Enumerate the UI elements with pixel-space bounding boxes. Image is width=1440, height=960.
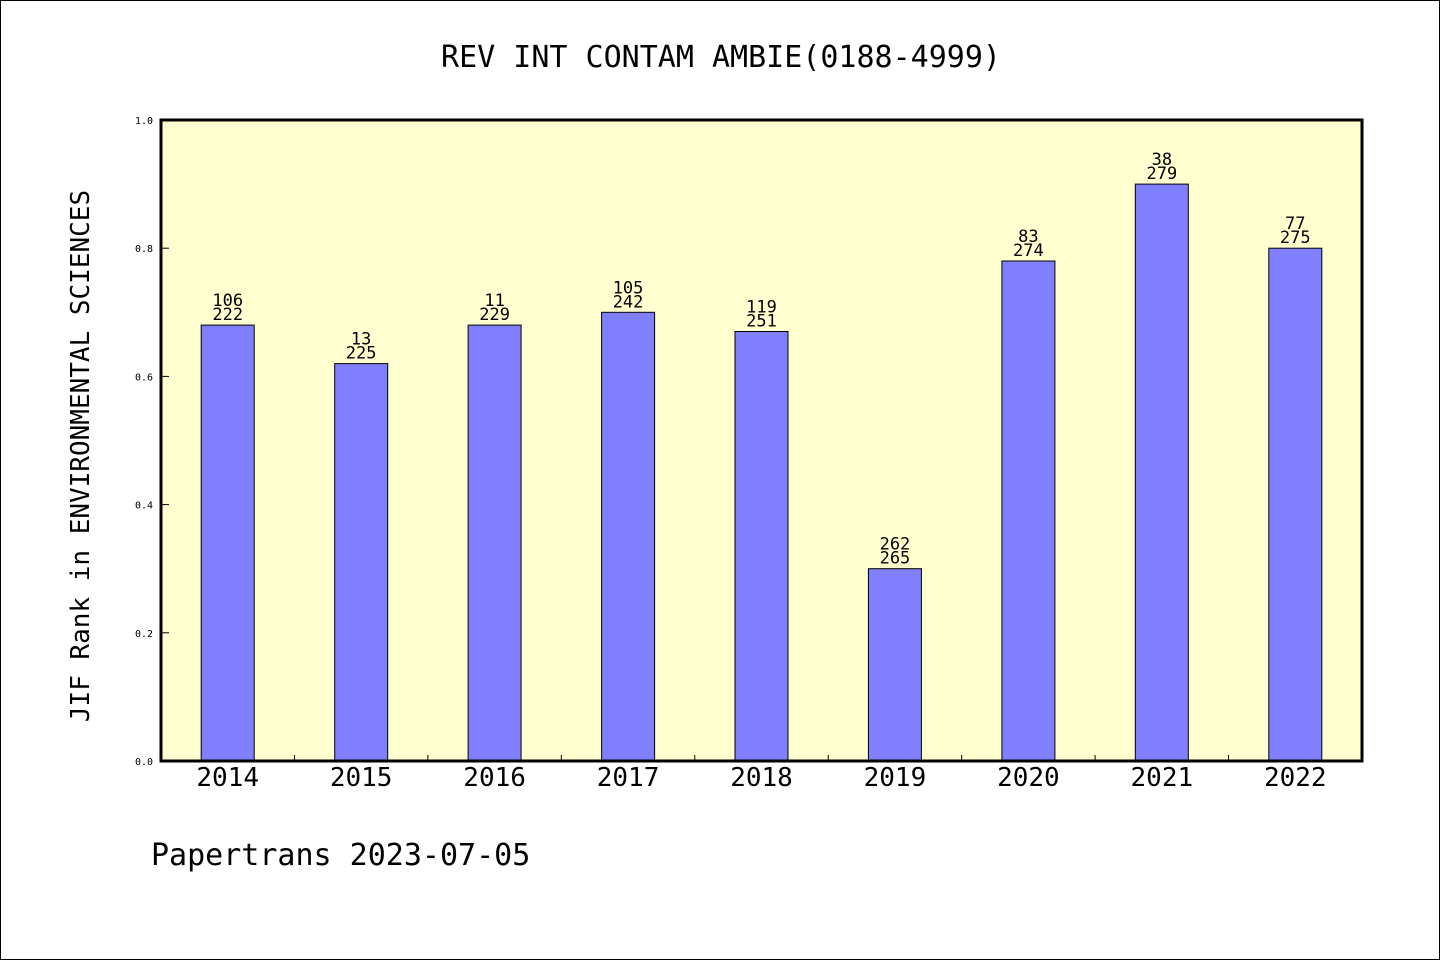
data-label-total-2021: 279 bbox=[1146, 164, 1177, 184]
data-label-rank-2014: 106 bbox=[212, 291, 243, 311]
y-tick-label: 0.0 bbox=[135, 757, 153, 768]
x-tick-label-2018: 2018 bbox=[730, 763, 793, 793]
bars-group bbox=[200, 183, 1323, 762]
data-label-rank-2022: 77 bbox=[1285, 214, 1305, 234]
data-label-total-2018: 251 bbox=[746, 312, 777, 332]
data-label-rank-2016: 11 bbox=[484, 291, 504, 311]
bar-2019 bbox=[867, 568, 922, 762]
bar-2015 bbox=[334, 363, 389, 762]
bar-2018 bbox=[734, 331, 789, 762]
x-tick-label-2021: 2021 bbox=[1131, 763, 1194, 793]
x-tick-label-2020: 2020 bbox=[997, 763, 1060, 793]
data-label-rank-2017: 105 bbox=[613, 278, 644, 298]
data-label-total-2014: 222 bbox=[212, 305, 243, 325]
y-tick-label: 0.2 bbox=[135, 629, 153, 640]
data-label-rank-2020: 83 bbox=[1018, 227, 1038, 247]
data-label-total-2015: 225 bbox=[346, 344, 377, 364]
data-label-rank-2021: 38 bbox=[1152, 150, 1172, 170]
x-tick-label-2016: 2016 bbox=[463, 763, 526, 793]
bar-2021 bbox=[1134, 183, 1189, 762]
bar-2020 bbox=[1001, 260, 1056, 762]
bar-2016 bbox=[467, 324, 522, 762]
data-label-total-2017: 242 bbox=[613, 292, 644, 312]
data-label-rank-2019: 262 bbox=[880, 535, 911, 555]
data-label-total-2019: 265 bbox=[880, 549, 911, 569]
y-tick-label: 0.8 bbox=[135, 244, 153, 255]
y-tick-label: 0.6 bbox=[135, 372, 153, 383]
bar-2022 bbox=[1268, 247, 1323, 762]
data-label-rank-2015: 13 bbox=[351, 330, 371, 350]
footer-credit: Papertrans 2023-07-05 bbox=[151, 838, 530, 873]
plot-border bbox=[159, 118, 1364, 763]
x-tick-label-2014: 2014 bbox=[196, 763, 259, 793]
x-tick-label-2022: 2022 bbox=[1264, 763, 1327, 793]
data-label-rank-2018: 119 bbox=[746, 298, 777, 318]
x-tick-label-2019: 2019 bbox=[864, 763, 927, 793]
y-axis-label: JIF Rank in ENVIRONMENTAL SCIENCES bbox=[66, 190, 96, 722]
x-tick-label-2015: 2015 bbox=[330, 763, 393, 793]
data-label-total-2022: 275 bbox=[1280, 228, 1311, 248]
y-tick-label: 1.0 bbox=[135, 116, 153, 127]
data-label-total-2020: 274 bbox=[1013, 241, 1044, 261]
bar-2014 bbox=[200, 324, 255, 762]
y-tick-label: 0.4 bbox=[135, 501, 153, 512]
x-tick-label-2017: 2017 bbox=[597, 763, 660, 793]
chart-title: REV INT CONTAM AMBIE(0188-4999) bbox=[441, 40, 1001, 75]
data-label-total-2016: 229 bbox=[479, 305, 510, 325]
bar-2017 bbox=[601, 311, 656, 762]
x-axis-ticks-group: 2014 2015 2016 2017 2018 2019 2020 2021 2022 bbox=[196, 755, 1327, 793]
